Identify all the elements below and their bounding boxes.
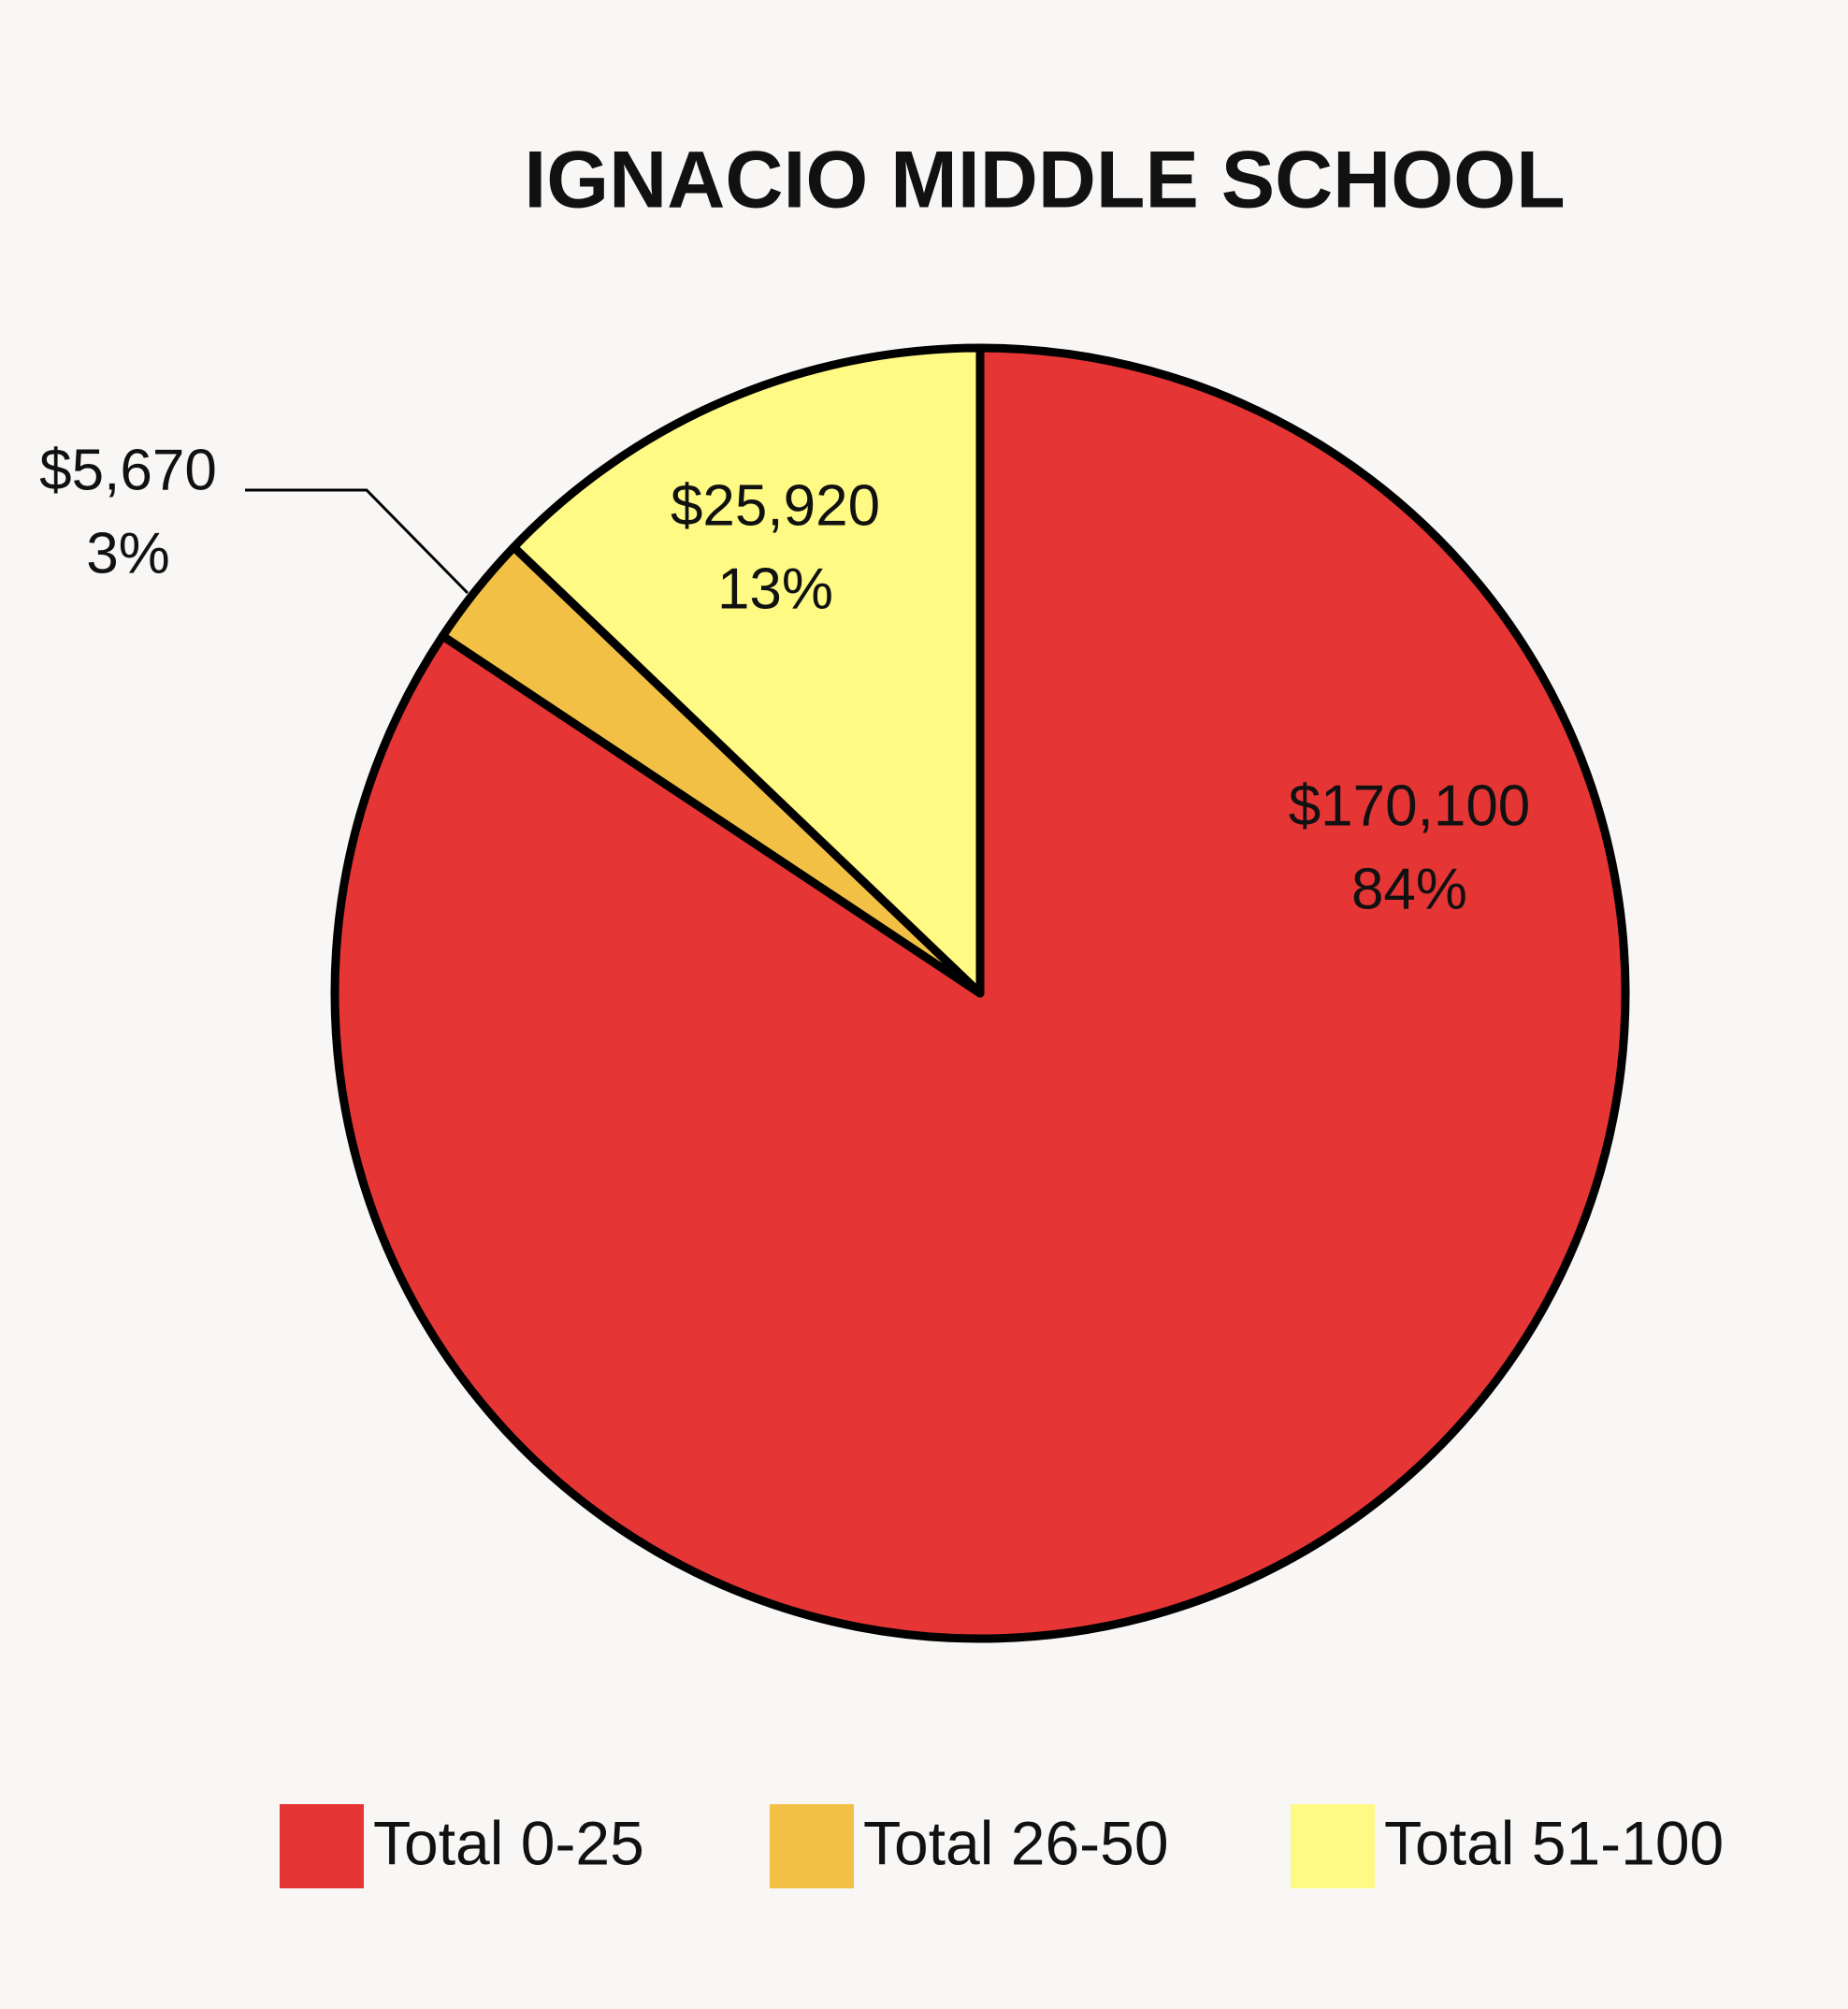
percent-label: 13%: [717, 556, 833, 621]
data-label: $25,920: [671, 473, 880, 538]
legend-swatch: [280, 1804, 364, 1888]
leader-line: [245, 488, 469, 595]
legend-swatch: [1291, 1804, 1375, 1888]
pie-slice: [509, 343, 985, 998]
data-label: $170,100: [1289, 773, 1531, 838]
percent-label: 3%: [86, 521, 170, 585]
pie: [330, 343, 1630, 1643]
data-label: $5,670: [39, 438, 217, 502]
legend-label: Total 0-25: [373, 1808, 644, 1877]
legend-label: Total 51-100: [1384, 1808, 1724, 1877]
legend-swatch: [770, 1804, 854, 1888]
chart-title: IGNACIO MIDDLE SCHOOL: [524, 136, 1565, 225]
percent-label: 84%: [1351, 857, 1467, 921]
legend-label: Total 26-50: [863, 1808, 1169, 1877]
